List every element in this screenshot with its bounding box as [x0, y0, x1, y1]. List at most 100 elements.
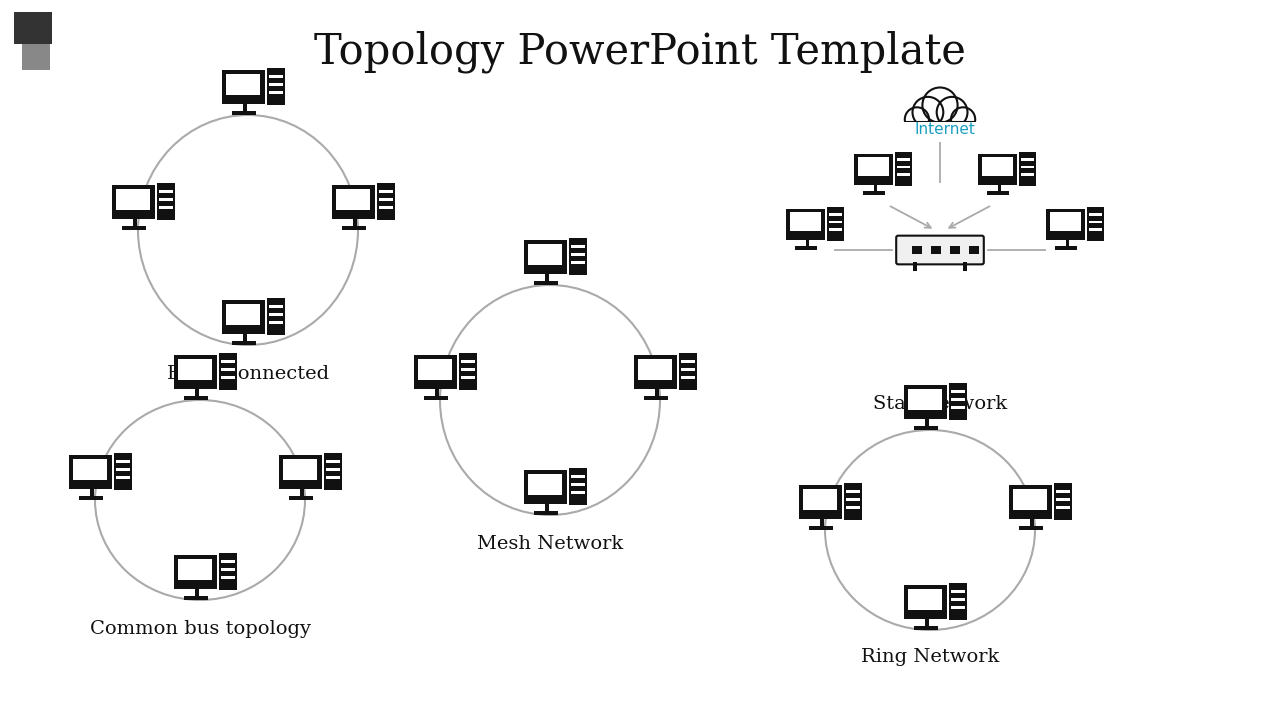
FancyBboxPatch shape	[913, 246, 923, 254]
Bar	[951, 598, 965, 601]
Bar	[1050, 212, 1082, 231]
Bar	[178, 559, 212, 580]
Bar	[221, 368, 234, 371]
Bar	[269, 75, 283, 78]
Bar	[644, 396, 668, 400]
Bar	[829, 228, 842, 230]
Bar	[269, 91, 283, 94]
Bar	[908, 589, 942, 610]
Bar	[269, 321, 283, 324]
Bar	[1053, 483, 1071, 521]
Bar	[184, 596, 207, 600]
Bar	[829, 213, 842, 216]
Bar	[997, 185, 1001, 192]
Bar	[571, 253, 585, 256]
Bar	[22, 44, 50, 70]
Bar	[858, 158, 890, 176]
Bar	[902, 122, 978, 141]
Bar	[1009, 485, 1052, 519]
Text: Ring Network: Ring Network	[861, 648, 1000, 666]
Bar	[914, 626, 938, 631]
Bar	[116, 460, 129, 463]
Bar	[379, 190, 393, 193]
Bar	[221, 576, 234, 579]
Bar	[435, 390, 439, 396]
Bar	[951, 406, 965, 409]
Bar	[332, 185, 375, 220]
Bar	[221, 300, 265, 334]
Bar	[114, 454, 132, 490]
Bar	[1065, 240, 1069, 246]
Bar	[174, 355, 216, 390]
Bar	[681, 368, 695, 371]
Bar	[1089, 221, 1102, 223]
Bar	[1021, 158, 1034, 161]
Bar	[951, 390, 965, 392]
Bar	[221, 560, 234, 563]
Bar	[232, 341, 256, 346]
Bar	[1046, 209, 1085, 240]
Bar	[324, 454, 342, 490]
Bar	[195, 390, 200, 396]
Bar	[326, 460, 339, 463]
Bar	[897, 158, 910, 161]
Bar	[353, 220, 357, 226]
Bar	[133, 220, 137, 226]
Bar	[326, 477, 339, 479]
Bar	[78, 496, 102, 500]
FancyBboxPatch shape	[969, 246, 979, 254]
Bar	[301, 490, 305, 496]
Bar	[908, 389, 942, 410]
Bar	[1012, 489, 1047, 510]
Bar	[243, 104, 247, 111]
Bar	[524, 470, 567, 505]
Bar	[111, 185, 155, 220]
Bar	[846, 506, 860, 509]
Bar	[925, 420, 929, 426]
Bar	[854, 153, 893, 185]
Bar	[1021, 166, 1034, 168]
Bar	[803, 489, 837, 510]
Bar	[1056, 506, 1070, 509]
Bar	[221, 360, 234, 363]
Bar	[342, 226, 366, 230]
Bar	[925, 619, 929, 626]
Bar	[1055, 246, 1076, 251]
Bar	[1030, 519, 1034, 526]
Bar	[159, 190, 173, 193]
Bar	[219, 554, 237, 590]
Bar	[14, 12, 52, 44]
Bar	[534, 281, 558, 285]
Bar	[1021, 174, 1034, 176]
Bar	[221, 377, 234, 379]
Bar	[914, 426, 938, 431]
Bar	[232, 111, 256, 115]
Bar	[178, 359, 212, 379]
Bar	[461, 377, 475, 379]
Bar	[827, 207, 844, 241]
Bar	[1019, 526, 1043, 531]
Bar	[799, 485, 842, 519]
Bar	[461, 360, 475, 363]
Text: Common bus topology: Common bus topology	[90, 620, 311, 638]
Bar	[1087, 207, 1103, 241]
Bar	[266, 68, 285, 105]
Bar	[225, 304, 261, 325]
Bar	[116, 468, 129, 471]
Bar	[266, 298, 285, 336]
Bar	[809, 526, 833, 531]
Bar	[184, 396, 207, 400]
Bar	[122, 226, 146, 230]
Bar	[571, 483, 585, 486]
Bar	[951, 398, 965, 401]
Bar	[69, 455, 111, 490]
Bar	[655, 390, 659, 396]
Bar	[379, 207, 393, 209]
Bar	[568, 469, 588, 505]
Bar	[634, 355, 677, 390]
FancyBboxPatch shape	[932, 246, 941, 254]
Bar	[219, 354, 237, 390]
Bar	[116, 189, 151, 210]
Bar	[1089, 228, 1102, 230]
Bar	[1019, 153, 1036, 186]
